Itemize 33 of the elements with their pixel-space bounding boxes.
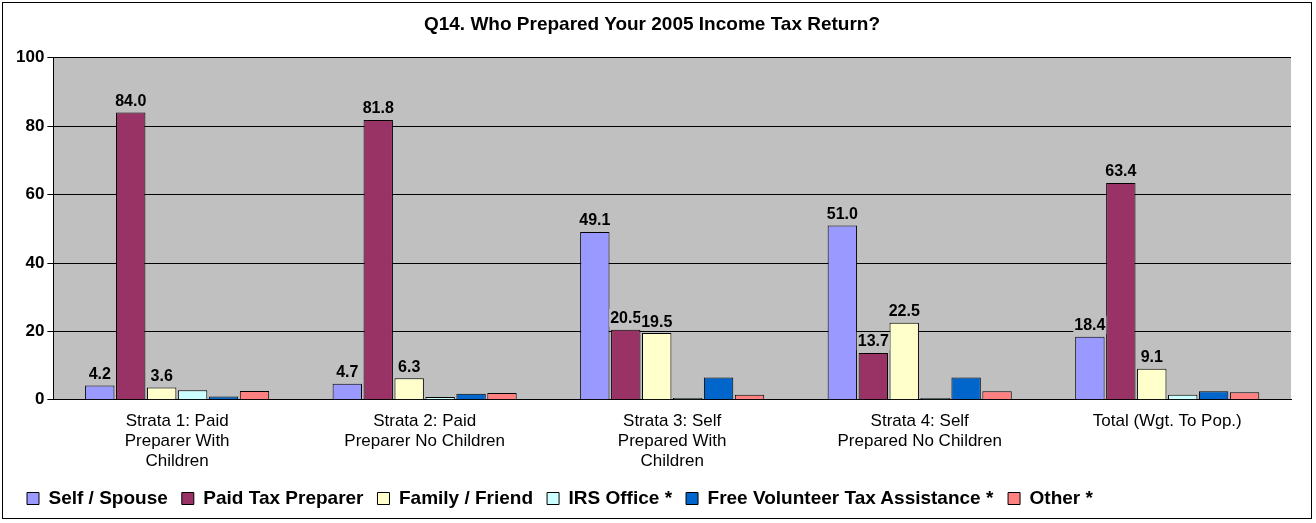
- legend-label: Free Volunteer Tax Assistance *: [707, 486, 994, 508]
- data-label: 4.7: [336, 363, 359, 381]
- chart-title: Q14. Who Prepared Your 2005 Income Tax Return?: [423, 12, 881, 34]
- legend-label: Family / Friend: [398, 486, 534, 508]
- x-tick-label: Strata 4: Self Prepared No Children: [837, 410, 1002, 451]
- y-tick-label: 60: [25, 184, 45, 204]
- data-label: 18.4: [1074, 316, 1106, 334]
- data-label: 49.1: [579, 211, 611, 229]
- legend-label: IRS Office *: [568, 486, 673, 508]
- y-tick-label: 20: [25, 321, 45, 341]
- data-label: 19.5: [641, 312, 673, 330]
- legend-label: Paid Tax Preparer: [203, 486, 365, 508]
- x-tick-label: Total (Wgt. To Pop.): [1092, 410, 1242, 430]
- data-label: 9.1: [1140, 348, 1163, 366]
- data-label: 22.5: [888, 302, 920, 320]
- data-label: 51.0: [826, 204, 859, 222]
- data-label: 84.0: [115, 91, 147, 109]
- y-tick-label: 100: [15, 47, 45, 67]
- data-label: 20.5: [610, 309, 642, 327]
- y-tick-label: 40: [25, 252, 45, 272]
- x-tick-label: Strata 3: Self Prepared With Children: [617, 410, 727, 471]
- y-tick-label: 0: [34, 389, 45, 409]
- data-label: 4.2: [88, 364, 111, 382]
- x-tick-label: Strata 2: Paid Preparer No Children: [344, 410, 505, 451]
- legend-label: Other *: [1029, 486, 1094, 508]
- x-tick-label: Strata 1: Paid Preparer With Children: [124, 410, 230, 471]
- data-label: 3.6: [150, 366, 173, 384]
- legend-label: Self / Spouse: [48, 486, 168, 508]
- data-label: 6.3: [398, 357, 421, 375]
- y-tick-label: 80: [25, 115, 45, 135]
- data-label: 63.4: [1105, 162, 1137, 180]
- data-label: 81.8: [362, 99, 394, 117]
- data-label: 13.7: [857, 332, 889, 350]
